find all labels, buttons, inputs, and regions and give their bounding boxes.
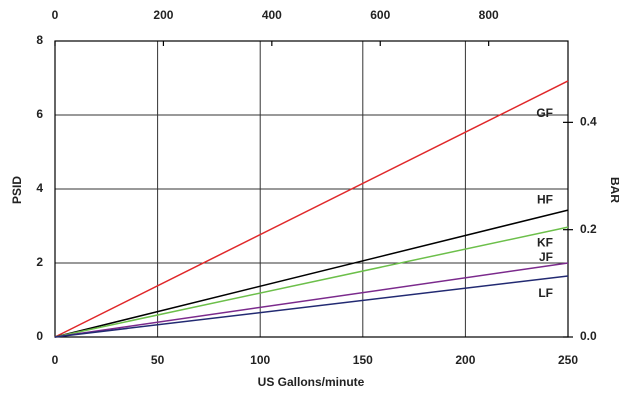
y-tick-label: 6	[36, 107, 43, 121]
x-tick-label: 0	[52, 353, 59, 367]
series-label: HF	[537, 192, 553, 206]
series-label: KF	[537, 235, 553, 249]
x-tick-label: 100	[250, 353, 270, 367]
y-tick-label: 0	[36, 329, 43, 343]
x2-tick-label: 0	[52, 8, 59, 22]
y2-tick-label: 0.0	[580, 329, 597, 343]
series-line	[54, 275, 569, 338]
series-line	[54, 262, 569, 338]
series-line	[54, 80, 569, 338]
y-tick-label: 2	[36, 255, 43, 269]
series-line	[54, 209, 569, 338]
y2-tick-label: 0.2	[580, 222, 597, 236]
x2-tick-label: 200	[153, 8, 173, 22]
y2-tick-label: 0.4	[580, 115, 597, 129]
x-tick-label: 250	[558, 353, 578, 367]
series-label: GF	[536, 106, 553, 120]
x2-tick-label: 600	[370, 8, 390, 22]
series-label: LF	[538, 286, 553, 300]
series-label: JF	[539, 250, 553, 264]
y-axis-title: PSID	[10, 176, 24, 204]
y-tick-label: 4	[36, 181, 43, 195]
series-line	[54, 226, 569, 338]
x-tick-label: 150	[353, 353, 373, 367]
x-tick-label: 50	[151, 353, 165, 367]
y-tick-label: 8	[36, 33, 43, 47]
x-axis-title: US Gallons/minute	[258, 375, 365, 389]
y2-axis-title: BAR	[608, 177, 619, 203]
plot-frame	[54, 40, 569, 338]
x2-tick-label: 800	[479, 8, 499, 22]
x-tick-label: 200	[455, 353, 475, 367]
x2-tick-label: 400	[262, 8, 282, 22]
